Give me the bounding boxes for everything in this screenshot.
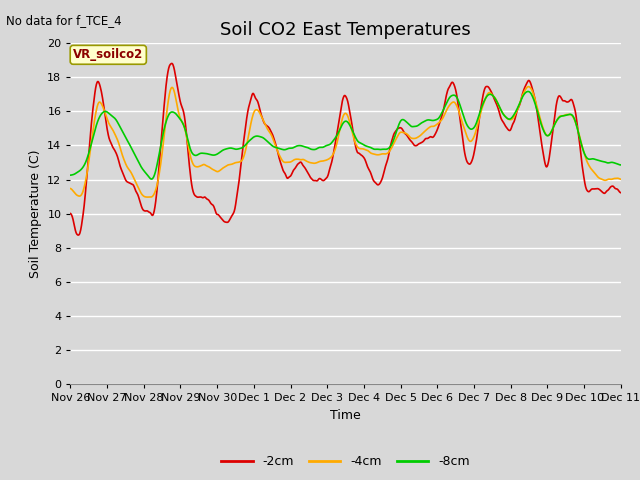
- -2cm: [168, 60, 175, 66]
- -4cm: [147, 194, 154, 200]
- Legend: -2cm, -4cm, -8cm: -2cm, -4cm, -8cm: [216, 450, 475, 473]
- -8cm: [67, 172, 74, 178]
- -8cm: [189, 151, 197, 157]
- -8cm: [552, 119, 560, 124]
- -4cm: [431, 122, 439, 128]
- -4cm: [552, 119, 560, 124]
- Y-axis label: Soil Temperature (C): Soil Temperature (C): [29, 149, 42, 278]
- Line: -2cm: -2cm: [70, 63, 621, 235]
- X-axis label: Time: Time: [330, 408, 361, 421]
- -8cm: [431, 117, 439, 123]
- Text: VR_soilco2: VR_soilco2: [73, 48, 143, 61]
- -2cm: [75, 232, 83, 238]
- -8cm: [617, 162, 625, 168]
- -8cm: [504, 115, 511, 121]
- -4cm: [176, 114, 184, 120]
- Line: -4cm: -4cm: [70, 86, 621, 197]
- -2cm: [252, 95, 259, 100]
- -4cm: [189, 161, 197, 167]
- -2cm: [617, 190, 625, 195]
- Line: -8cm: -8cm: [70, 92, 621, 179]
- -2cm: [177, 98, 184, 104]
- -4cm: [251, 108, 259, 114]
- -4cm: [504, 116, 511, 121]
- -2cm: [552, 103, 560, 108]
- -4cm: [525, 84, 532, 89]
- -8cm: [148, 176, 156, 182]
- Title: Soil CO2 East Temperatures: Soil CO2 East Temperatures: [220, 21, 471, 39]
- -2cm: [504, 126, 511, 132]
- -2cm: [189, 190, 197, 196]
- -2cm: [67, 211, 74, 216]
- -8cm: [524, 89, 532, 95]
- Text: No data for f_TCE_4: No data for f_TCE_4: [6, 14, 122, 27]
- -8cm: [251, 133, 259, 139]
- -4cm: [67, 186, 74, 192]
- -2cm: [432, 131, 440, 136]
- -8cm: [176, 116, 184, 121]
- -4cm: [617, 177, 625, 182]
